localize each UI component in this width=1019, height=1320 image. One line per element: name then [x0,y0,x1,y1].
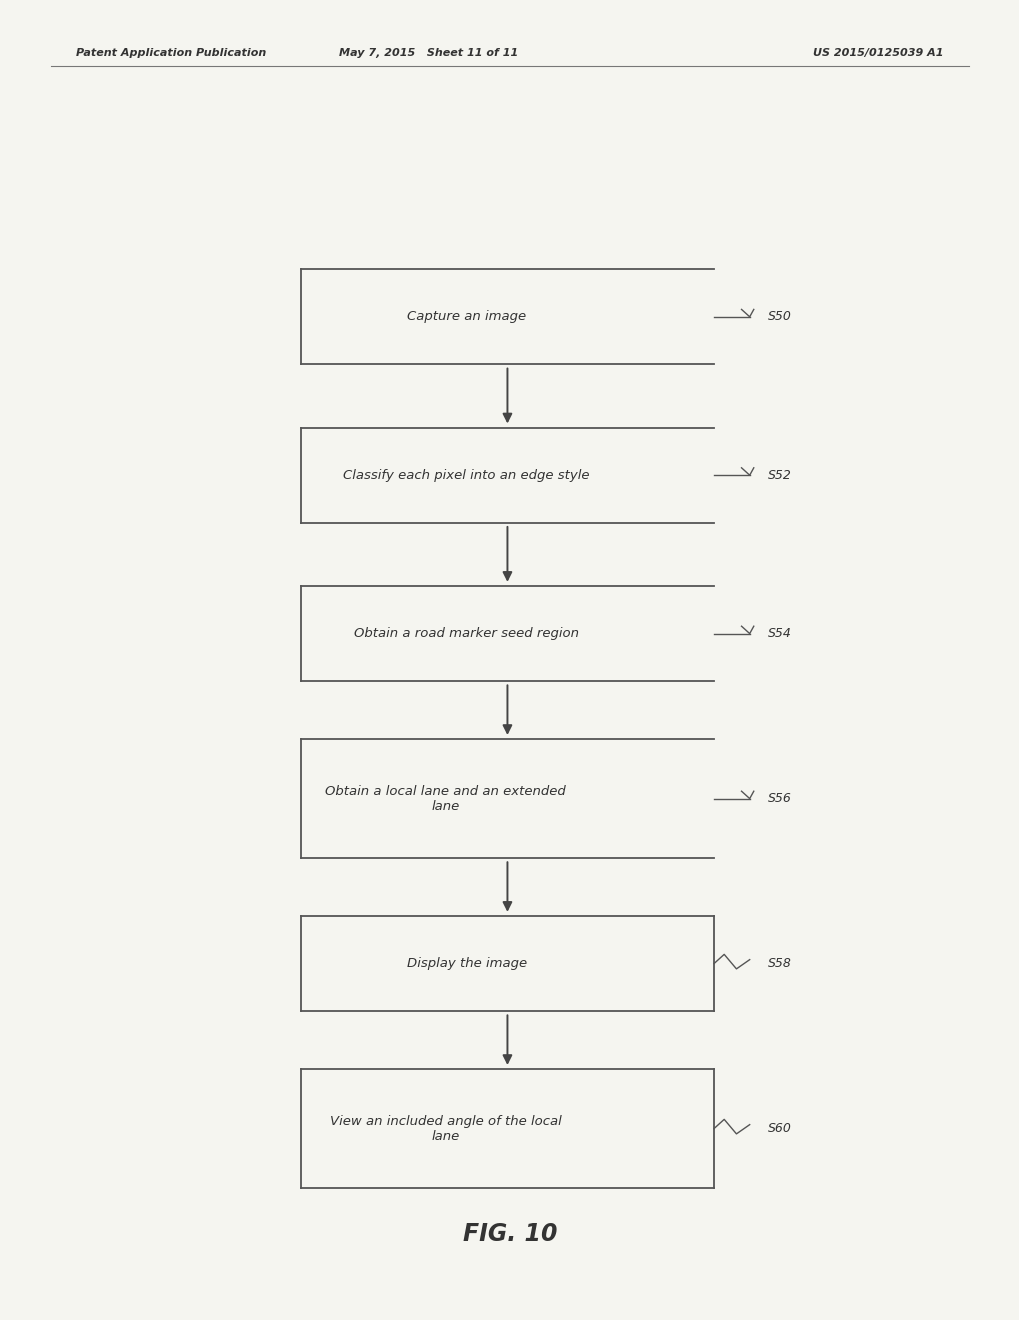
Text: Obtain a road marker seed region: Obtain a road marker seed region [354,627,579,640]
Text: S54: S54 [767,627,791,640]
Text: View an included angle of the local
lane: View an included angle of the local lane [329,1114,560,1143]
Text: S56: S56 [767,792,791,805]
Text: Display the image: Display the image [407,957,526,970]
Text: Obtain a local lane and an extended
lane: Obtain a local lane and an extended lane [325,784,566,813]
Text: S52: S52 [767,469,791,482]
Text: S60: S60 [767,1122,791,1135]
Text: Classify each pixel into an edge style: Classify each pixel into an edge style [343,469,589,482]
Text: Capture an image: Capture an image [407,310,526,323]
Text: S50: S50 [767,310,791,323]
Text: US 2015/0125039 A1: US 2015/0125039 A1 [812,48,943,58]
Text: FIG. 10: FIG. 10 [463,1222,556,1246]
Text: Patent Application Publication: Patent Application Publication [76,48,267,58]
Text: S58: S58 [767,957,791,970]
Text: May 7, 2015   Sheet 11 of 11: May 7, 2015 Sheet 11 of 11 [338,48,518,58]
